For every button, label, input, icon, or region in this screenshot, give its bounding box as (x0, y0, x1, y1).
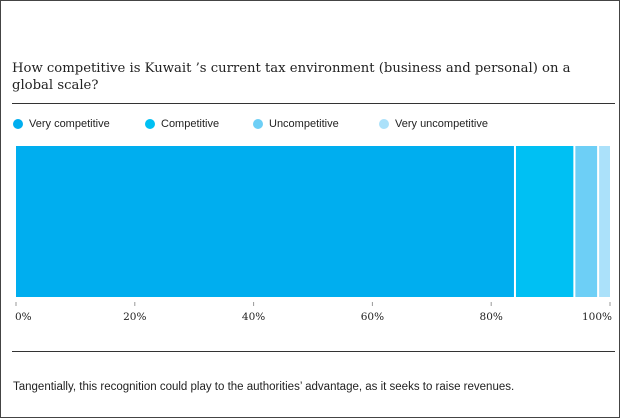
x-tick-label: 0% (15, 311, 32, 323)
legend-item-very-uncompetitive: Very uncompetitive (379, 118, 488, 130)
legend-swatch-uncompetitive (253, 119, 263, 129)
legend-label: Very competitive (29, 118, 110, 130)
bar-segment-very-competitive (16, 146, 514, 297)
x-tick-label: 40% (242, 311, 265, 323)
legend-item-very-competitive: Very competitive (13, 118, 110, 130)
x-tick-label: 100% (582, 311, 612, 323)
legend-swatch-very-competitive (13, 119, 23, 129)
bar-segment-very-uncompetitive (599, 146, 610, 297)
chart-title: How competitive is Kuwait ’s current tax… (12, 61, 571, 93)
bar-segment-competitive (515, 146, 574, 297)
legend-item-uncompetitive: Uncompetitive (253, 118, 339, 130)
footer-divider (12, 351, 615, 352)
legend-label: Very uncompetitive (395, 118, 488, 130)
x-tick-label: 20% (123, 311, 146, 323)
x-tick-label: 60% (361, 311, 384, 323)
x-tick-label: 80% (480, 311, 503, 323)
legend-label: Uncompetitive (269, 118, 339, 130)
legend-label: Competitive (161, 118, 220, 130)
bar-segment-uncompetitive (575, 146, 598, 297)
legend-swatch-very-uncompetitive (379, 119, 389, 129)
legend-item-competitive: Competitive (145, 118, 219, 130)
legend-swatch-competitive (145, 119, 155, 129)
title-divider (12, 103, 615, 104)
footnote: Tangentially, this recognition could pla… (13, 381, 515, 393)
